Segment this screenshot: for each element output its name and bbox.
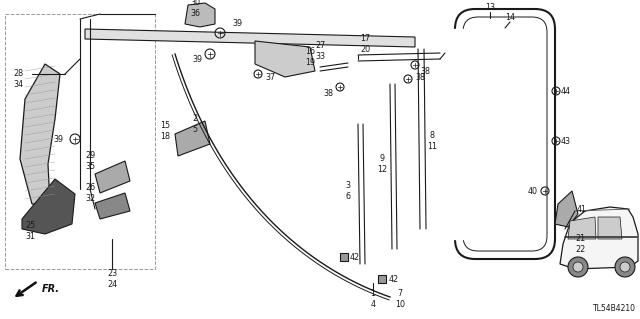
Text: 16
19: 16 19 [305, 47, 315, 67]
Text: 44: 44 [561, 86, 571, 95]
Text: FR.: FR. [42, 284, 60, 294]
Polygon shape [555, 191, 578, 227]
Text: 30
36: 30 36 [190, 0, 200, 18]
Text: 27
33: 27 33 [315, 41, 325, 61]
Text: 43: 43 [561, 137, 571, 145]
Polygon shape [85, 29, 415, 47]
Bar [340, 253, 348, 261]
Polygon shape [568, 217, 596, 239]
Polygon shape [95, 193, 130, 219]
Polygon shape [175, 121, 210, 156]
Text: 37: 37 [265, 72, 275, 81]
Polygon shape [185, 3, 215, 27]
Text: 1
4: 1 4 [371, 289, 376, 309]
Text: 38: 38 [415, 72, 425, 81]
Polygon shape [20, 64, 60, 204]
Polygon shape [22, 179, 75, 234]
Text: 26
32: 26 32 [85, 183, 95, 203]
Text: TL54B4210: TL54B4210 [593, 304, 636, 313]
Text: 17
20: 17 20 [360, 34, 370, 54]
Text: 28
34: 28 34 [13, 69, 23, 89]
Text: 13: 13 [485, 4, 495, 12]
Polygon shape [95, 161, 130, 193]
Text: 25
31: 25 31 [25, 221, 35, 241]
Text: 7
10: 7 10 [395, 289, 405, 309]
Circle shape [573, 262, 583, 272]
Text: 8
11: 8 11 [427, 131, 437, 151]
Polygon shape [560, 207, 638, 269]
Polygon shape [453, 29, 480, 239]
Text: 39: 39 [232, 19, 242, 28]
Text: 42: 42 [350, 253, 360, 262]
Text: 15
18: 15 18 [160, 121, 170, 141]
Circle shape [620, 262, 630, 272]
Circle shape [615, 257, 635, 277]
Text: 2
5: 2 5 [193, 114, 198, 134]
Text: 38: 38 [420, 66, 430, 76]
Bar [378, 275, 386, 283]
Text: 14: 14 [505, 13, 515, 23]
Circle shape [568, 257, 588, 277]
Text: 3
6: 3 6 [346, 181, 351, 201]
Text: 9
12: 9 12 [377, 154, 387, 174]
Text: 23
24: 23 24 [107, 269, 117, 289]
Text: 21
22: 21 22 [575, 234, 585, 254]
Text: 41: 41 [577, 204, 587, 213]
Text: 40: 40 [528, 187, 538, 196]
Text: 38: 38 [323, 90, 333, 99]
Polygon shape [598, 217, 622, 239]
Text: 39: 39 [53, 135, 63, 144]
Text: 29
35: 29 35 [85, 151, 95, 171]
Text: 42: 42 [389, 275, 399, 284]
Text: 39: 39 [192, 55, 202, 63]
Polygon shape [255, 41, 315, 77]
